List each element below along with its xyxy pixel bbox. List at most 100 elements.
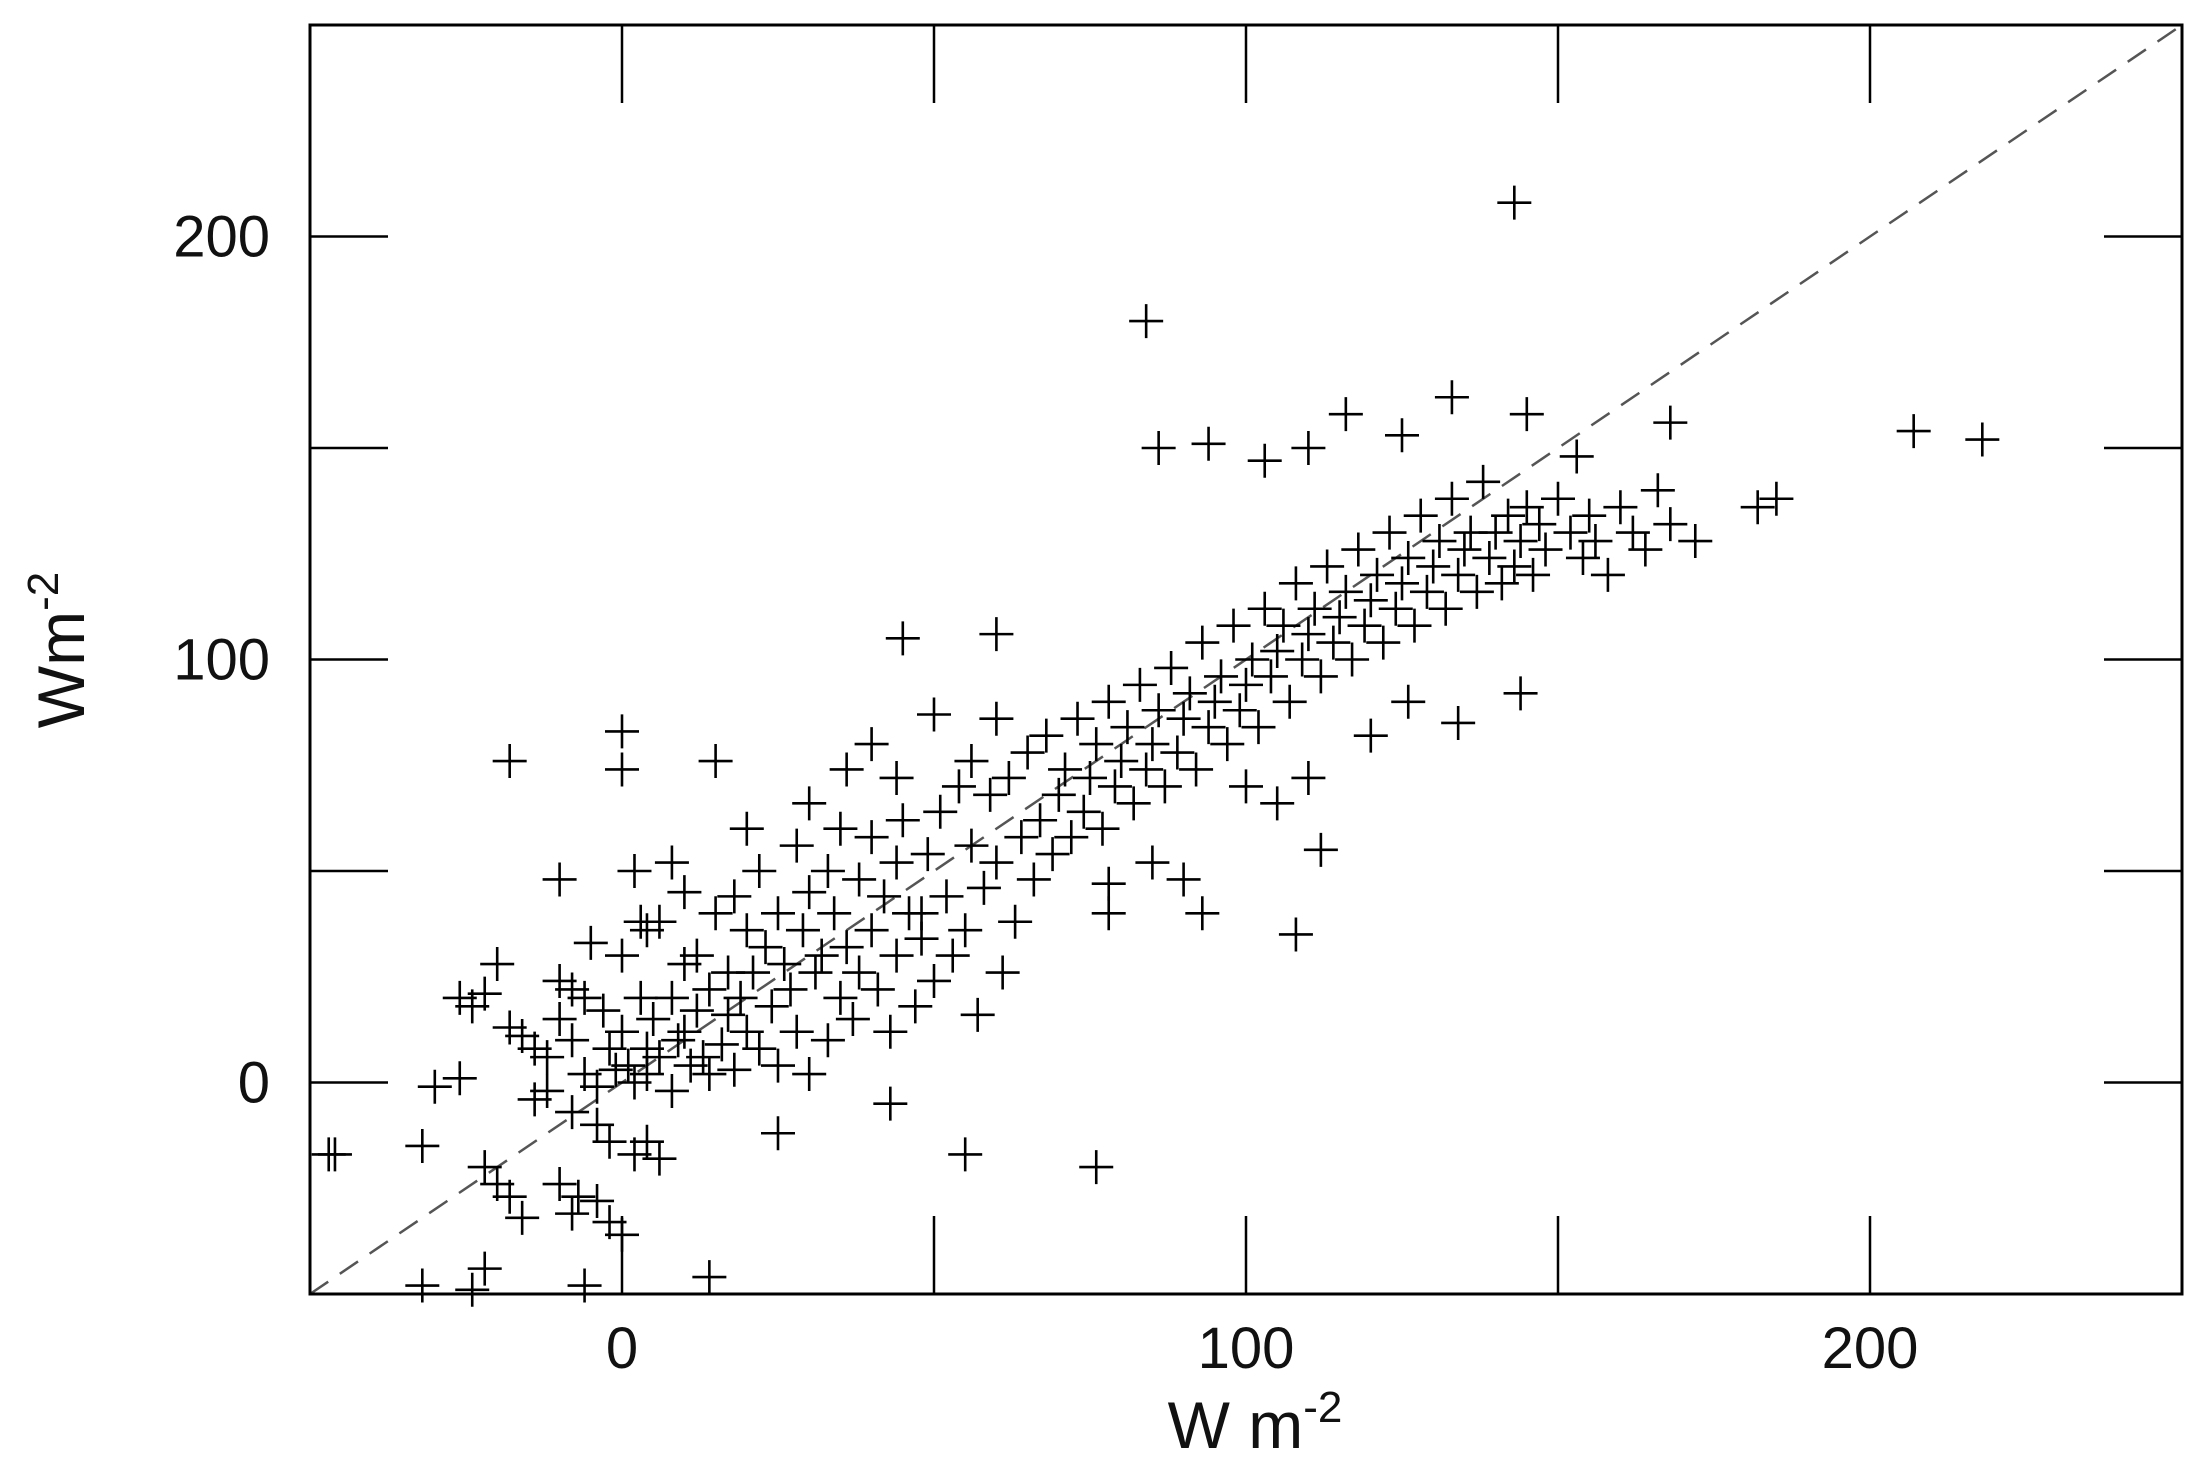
data-point [1104, 744, 1139, 779]
data-point [910, 837, 945, 872]
data-point [505, 1200, 540, 1235]
data-point [467, 1251, 502, 1286]
y-tick-label: 100 [173, 628, 270, 693]
data-point [1422, 524, 1457, 559]
data-point [617, 854, 652, 888]
data-point [736, 955, 771, 990]
data-point [1328, 574, 1363, 609]
data-point [1353, 583, 1388, 618]
data-point [605, 714, 639, 749]
data-point [530, 1073, 565, 1108]
tick-labels-layer: 0 100 200 0 100 200 [173, 205, 1918, 1382]
data-point [1260, 786, 1295, 821]
data-point [1260, 634, 1295, 669]
data-point [1029, 718, 1064, 753]
data-point [1091, 896, 1126, 931]
data-point [1110, 710, 1145, 745]
data-point [1035, 837, 1070, 872]
data-point [854, 820, 889, 855]
data-point [835, 1002, 870, 1037]
data-point [1185, 625, 1220, 660]
data-point [1291, 617, 1326, 652]
data-point [742, 1031, 777, 1066]
data-point [1272, 684, 1307, 719]
data-point [1528, 532, 1563, 567]
data-point [1079, 727, 1114, 762]
data-point [1385, 418, 1419, 453]
data-point [792, 1057, 827, 1092]
data-point [1185, 896, 1220, 931]
data-point [1416, 549, 1451, 584]
data-point [1303, 832, 1338, 867]
data-point [636, 1002, 671, 1037]
data-point [580, 1183, 615, 1218]
data-point [586, 993, 621, 1028]
data-point [829, 930, 864, 965]
y-axis-title-exponent: -2 [19, 572, 68, 611]
data-point [761, 1048, 795, 1083]
data-point [1016, 862, 1051, 897]
data-point [1366, 625, 1401, 660]
data-point [885, 803, 920, 838]
data-point [405, 1128, 440, 1163]
data-point [679, 993, 714, 1028]
data-point [1229, 769, 1263, 804]
data-point [1522, 507, 1557, 542]
data-point [966, 870, 1001, 905]
data-point [1360, 557, 1395, 592]
data-point [642, 1040, 677, 1075]
x-axis-title-exponent: -2 [1303, 1383, 1342, 1432]
data-point [998, 904, 1033, 939]
x-tick-label: 200 [1822, 1316, 1919, 1381]
data-point [1154, 650, 1189, 685]
data-points-layer [311, 185, 2000, 1307]
data-point [1278, 566, 1313, 601]
data-point [792, 875, 827, 910]
data-point [555, 1196, 590, 1231]
data-point [1041, 777, 1076, 812]
data-point [1122, 667, 1157, 702]
data-point [542, 1167, 577, 1202]
data-point [467, 976, 502, 1011]
data-point [1640, 473, 1675, 508]
data-point [717, 879, 752, 914]
data-point [941, 769, 976, 804]
data-point [1965, 422, 2000, 457]
data-point [1229, 667, 1263, 702]
data-point [1241, 710, 1276, 745]
data-point [654, 1073, 689, 1108]
data-point [1291, 431, 1326, 465]
data-point [623, 980, 658, 1015]
data-point [1023, 803, 1058, 838]
data-point [1141, 431, 1176, 465]
data-point [1141, 693, 1176, 728]
data-point [1322, 600, 1357, 635]
data-point [1216, 608, 1251, 643]
data-point [991, 760, 1026, 795]
data-point [1391, 540, 1426, 575]
data-point [654, 845, 689, 880]
data-point [542, 1002, 577, 1037]
data-point [810, 854, 845, 888]
data-point [1378, 591, 1413, 626]
data-point [1073, 760, 1107, 795]
data-point [1503, 676, 1538, 711]
data-point [692, 1260, 727, 1295]
data-point [1160, 735, 1195, 770]
data-point [530, 1040, 565, 1075]
data-point [854, 727, 889, 762]
data-point [1204, 659, 1239, 694]
data-point [1509, 397, 1544, 432]
data-point [1297, 591, 1332, 626]
data-point [817, 896, 852, 931]
data-point [810, 1023, 845, 1058]
data-point [785, 913, 820, 948]
data-point [1653, 405, 1688, 440]
data-point [686, 1040, 721, 1075]
data-point [954, 744, 989, 779]
data-point [935, 938, 970, 973]
data-point [1335, 642, 1370, 677]
data-point [1316, 625, 1351, 660]
data-point [1653, 507, 1688, 542]
data-point [748, 930, 783, 965]
